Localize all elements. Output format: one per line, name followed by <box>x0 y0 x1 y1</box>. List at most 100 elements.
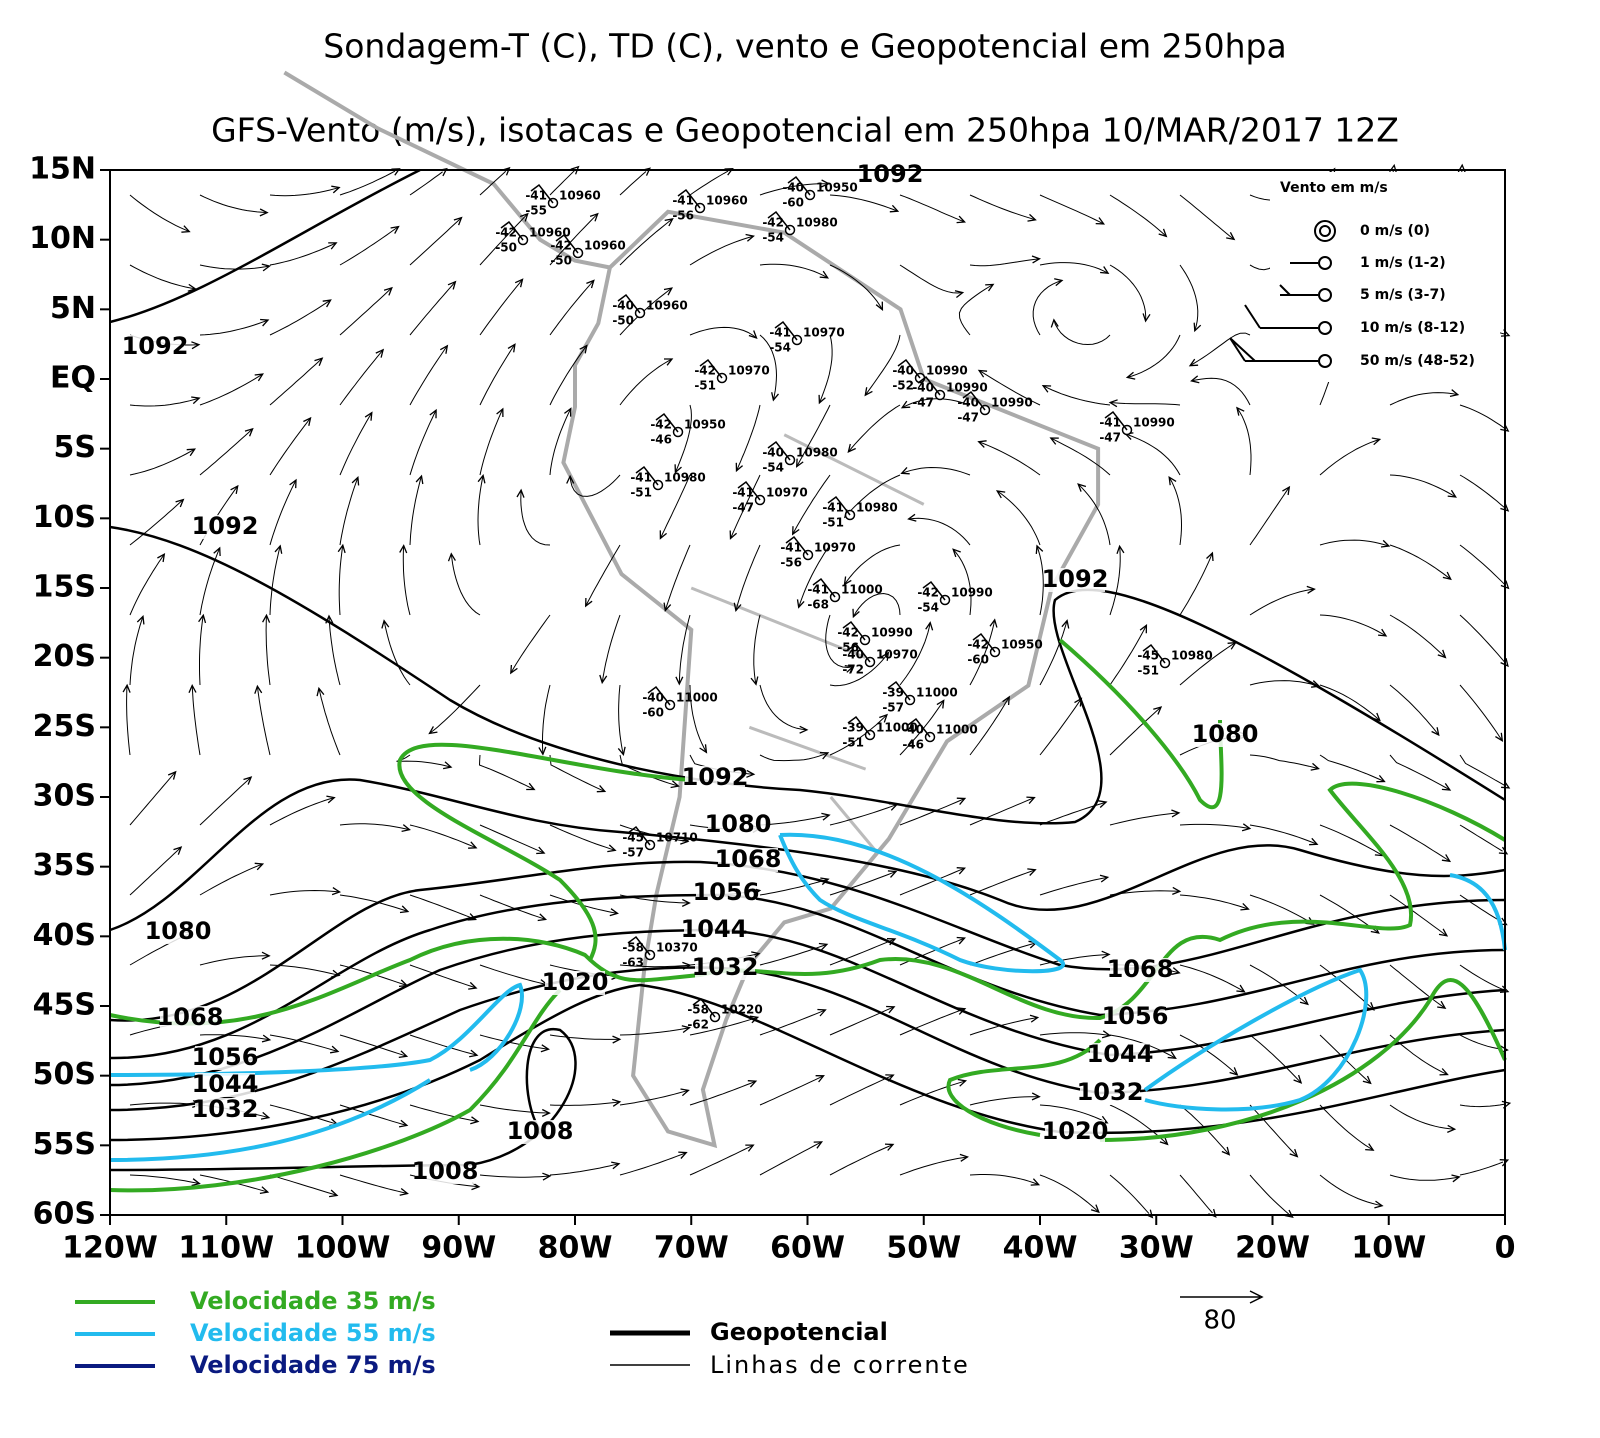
streamline-arrow <box>957 1078 968 1087</box>
streamline <box>1389 754 1451 791</box>
station-dewpoint: -50 <box>495 241 517 255</box>
streamline-arrow <box>900 466 910 475</box>
streamline <box>689 326 757 339</box>
streamline-arrow <box>1031 1092 1041 1101</box>
streamline <box>1249 754 1319 770</box>
streamline-arrow <box>609 908 619 917</box>
station-temperature: -41 <box>1099 416 1121 430</box>
streamline <box>409 409 437 476</box>
station-dewpoint: -51 <box>822 516 844 530</box>
border <box>690 586 867 660</box>
station-geopotential: 11000 <box>676 691 718 705</box>
streamline <box>1459 964 1504 991</box>
coastline <box>561 209 1101 1149</box>
streamline-arrow <box>852 608 860 619</box>
station-temperature: -41 <box>780 541 802 555</box>
streamline <box>1389 894 1448 937</box>
station-geopotential: 10980 <box>664 471 706 485</box>
streamline <box>1179 894 1249 910</box>
streamline <box>479 213 529 266</box>
streamline <box>759 878 829 896</box>
streamline <box>1319 539 1390 547</box>
streamline <box>969 797 1035 826</box>
wind-barb <box>737 480 761 501</box>
streamline-arrow <box>375 348 385 358</box>
streamline-arrow <box>735 462 744 473</box>
wind-barb <box>812 577 836 598</box>
station-geopotential: 10980 <box>796 446 838 460</box>
contour-label-bg <box>1090 1043 1150 1067</box>
streamline-arrow <box>469 1049 479 1058</box>
streamline <box>1459 404 1505 429</box>
contour-label-bg <box>708 813 768 837</box>
streamline <box>1053 319 1111 346</box>
streamline <box>829 1144 894 1176</box>
streamline <box>479 1174 550 1178</box>
streamline <box>339 412 373 476</box>
contour-label: 1020 <box>542 968 609 996</box>
streamline-arrow <box>1441 783 1452 791</box>
streamline <box>269 545 281 616</box>
streamline-arrow <box>254 684 263 694</box>
streamline <box>1319 754 1385 782</box>
streamline <box>1389 1104 1455 1130</box>
streamline <box>619 1152 687 1176</box>
streamline <box>1389 824 1451 862</box>
streamline <box>1179 552 1213 616</box>
streamline-arrow <box>261 263 271 272</box>
streamline-arrow <box>900 400 911 409</box>
station-dewpoint: -51 <box>1137 664 1159 678</box>
streamline-arrow <box>1090 1204 1100 1214</box>
streamline <box>759 1009 826 1036</box>
streamline <box>899 1156 968 1176</box>
streamline <box>601 614 621 683</box>
lat-tick-label: 35S <box>33 848 96 883</box>
streamline-arrow <box>879 713 888 723</box>
wind-symbol <box>1314 220 1336 242</box>
station-temperature: -58 <box>622 941 644 955</box>
streamline <box>1459 544 1506 586</box>
streamline-arrow <box>541 1108 551 1117</box>
streamline-arrow <box>907 513 917 522</box>
isotach-35 <box>946 978 1507 1142</box>
streamline <box>689 1016 758 1036</box>
legend-label: Linhas de corrente <box>710 1351 970 1379</box>
station-temperature: -40 <box>902 723 924 737</box>
streamline <box>1032 280 1063 336</box>
streamline-arrow <box>398 1050 409 1059</box>
streamline <box>479 1104 550 1114</box>
streamline <box>549 1034 620 1040</box>
streamline <box>129 448 195 476</box>
streamline <box>549 754 606 792</box>
station-geopotential: 10990 <box>871 626 913 640</box>
streamline-arrow <box>1049 437 1059 445</box>
contour-label-bg <box>685 766 745 790</box>
streamline-arrow <box>496 407 504 418</box>
streamline <box>409 171 443 196</box>
contour-label-bg <box>415 1160 475 1184</box>
isotach-55 <box>1143 873 1507 1112</box>
contour-label: 1032 <box>1077 1078 1144 1106</box>
streamline <box>829 714 888 756</box>
streamline <box>1077 483 1111 546</box>
streamline-arrow <box>1362 1075 1372 1085</box>
streamline-arrow <box>607 844 617 853</box>
streamline <box>792 474 831 535</box>
contour-label: 1044 <box>192 1070 259 1098</box>
contour-label: 1068 <box>157 1003 224 1031</box>
lat-tick-label: 5S <box>54 430 96 465</box>
station-dewpoint: -56 <box>672 209 694 223</box>
streamline-arrow <box>1077 483 1087 492</box>
contour-label: 1080 <box>145 917 212 945</box>
streamline-arrow <box>259 1186 270 1195</box>
station-dewpoint: -46 <box>902 738 924 752</box>
streamline-arrow <box>1054 278 1064 287</box>
streamline-arrow <box>1447 1124 1457 1133</box>
lat-tick-label: 25S <box>33 709 96 744</box>
streamline <box>825 614 853 669</box>
streamline <box>450 553 481 616</box>
contour-label-bg <box>718 848 778 872</box>
streamline-arrow <box>680 1088 690 1097</box>
streamline <box>199 373 263 406</box>
streamline <box>1189 332 1251 367</box>
